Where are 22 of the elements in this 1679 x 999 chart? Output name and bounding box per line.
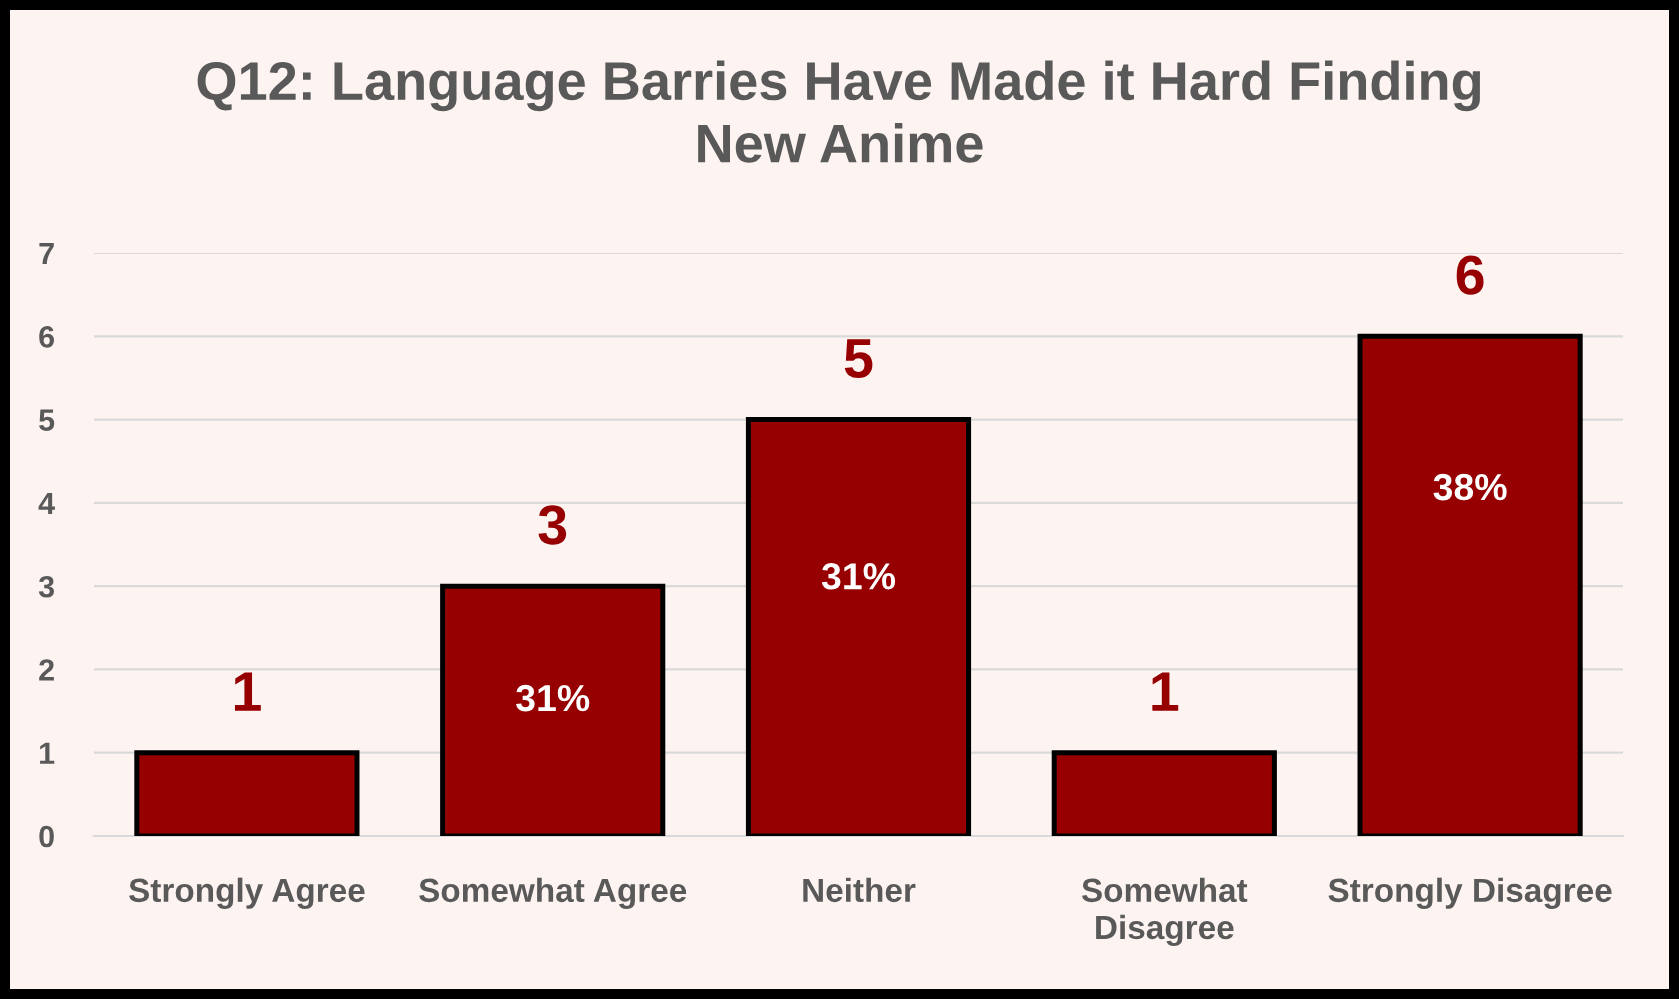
annotation: 38% <box>1433 473 1507 501</box>
data-label: 1 <box>234 672 261 711</box>
annotation: 31% <box>516 684 590 712</box>
data-label: 5 <box>844 339 873 379</box>
y-tick-label: 7 <box>39 243 54 265</box>
y-tick-label: 6 <box>39 326 55 348</box>
x-tick-label: Strongly Agree <box>129 877 365 909</box>
y-tick-label: 2 <box>39 659 54 681</box>
y-tick-label: 4 <box>38 492 55 514</box>
data-label: 3 <box>538 505 567 545</box>
x-tick-label: Somewhat Agree <box>419 877 687 909</box>
chart-title: Q12: Language Barries Have Made it Hard Finding New Anime <box>197 60 1481 163</box>
x-tick-label: Somewhat Disagree <box>1081 877 1248 946</box>
data-label: 6 <box>1456 255 1484 295</box>
y-tick-label: 3 <box>38 575 55 598</box>
annotation: 31% <box>821 562 896 590</box>
data-label: 1 <box>1152 672 1179 711</box>
x-tick-label: Neither <box>803 877 916 903</box>
y-tick-label: 0 <box>39 825 54 848</box>
x-tick-label: Strongly Disagree <box>1328 877 1612 909</box>
y-tick-label: 5 <box>39 409 55 431</box>
y-tick-label: 1 <box>40 742 55 764</box>
